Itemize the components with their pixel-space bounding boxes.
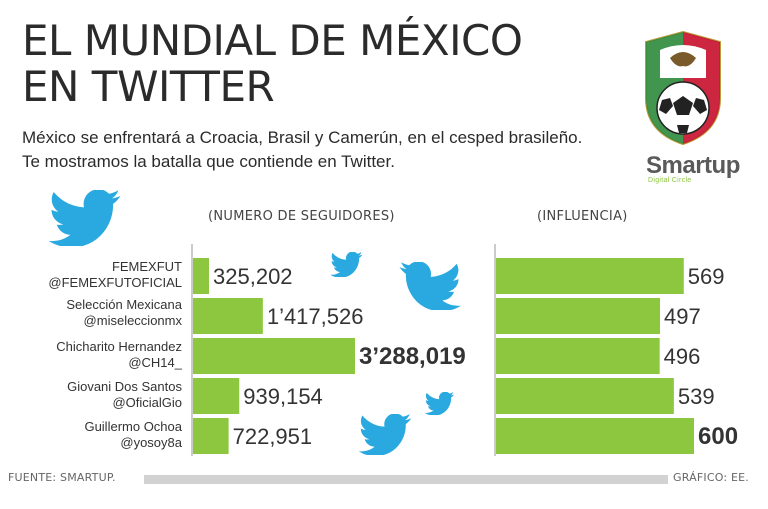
twitter-bird-icon	[330, 252, 363, 277]
account-name: Selección Mexicana	[66, 297, 182, 312]
account-handle: @OficialGio	[112, 395, 182, 410]
account-name: Guillermo Ochoa	[84, 419, 182, 434]
followers-bar	[193, 258, 210, 294]
influence-value-label: 600	[698, 423, 738, 450]
twitter-bird-icon	[424, 392, 455, 415]
followers-bar	[193, 418, 229, 454]
smartup-logo: Smartup	[646, 152, 740, 179]
influence-bar	[496, 298, 661, 334]
influence-value-label: 569	[688, 264, 725, 289]
subtitle-line-2: Te mostramos la batalla que contiende en…	[22, 152, 395, 171]
subtitle: México se enfrentará a Croacia, Brasil y…	[22, 126, 622, 174]
footer-credit: GRÁFICO: EE.	[673, 471, 749, 484]
influence-bar	[496, 418, 694, 454]
account-handle: @yosoy8a	[120, 435, 182, 450]
followers-bar	[193, 338, 355, 374]
row-label-chicharito: Chicharito Hernandez @CH14_	[6, 339, 182, 371]
influence-chart-title: (INFLUENCIA)	[537, 209, 628, 224]
footer-divider	[144, 475, 668, 484]
account-name: Chicharito Hernandez	[56, 339, 182, 354]
followers-bar	[193, 378, 240, 414]
account-name: FEMEXFUT	[111, 259, 182, 274]
twitter-bird-icon	[399, 262, 461, 310]
followers-value-label: 325,202	[213, 264, 293, 289]
followers-value-label: 3’288,019	[359, 343, 466, 370]
account-name: Giovani Dos Santos	[67, 379, 182, 394]
influence-bar	[496, 378, 674, 414]
followers-bar	[193, 298, 263, 334]
twitter-bird-icon	[48, 190, 121, 246]
title: EL MUNDIAL DE MÉXICO EN TWITTER	[22, 16, 523, 111]
subtitle-line-1: México se enfrentará a Croacia, Brasil y…	[22, 128, 583, 147]
footer-source: FUENTE: SMARTUP.	[8, 471, 116, 484]
title-line-2: EN TWITTER	[22, 62, 275, 111]
influence-value-label: 496	[664, 344, 701, 369]
followers-chart-title: (NUMERO DE SEGUIDORES)	[208, 209, 395, 224]
influence-value-label: 497	[664, 304, 701, 329]
followers-value-label: 939,154	[243, 384, 323, 409]
influence-value-label: 539	[678, 384, 715, 409]
row-label-femexfut: FEMEXFUT @FEMEXFUTOFICIAL	[6, 259, 182, 291]
account-handle: @FEMEXFUTOFICIAL	[48, 275, 182, 290]
account-handle: @miseleccionmx	[83, 313, 182, 328]
account-handle: @CH14_	[128, 355, 182, 370]
followers-value-label: 1’417,526	[267, 304, 364, 329]
row-label-giovani: Giovani Dos Santos @OficialGio	[6, 379, 182, 411]
title-line-1: EL MUNDIAL DE MÉXICO	[22, 16, 523, 65]
influence-bar	[496, 258, 684, 294]
twitter-bird-icon	[358, 414, 412, 455]
row-label-seleccion: Selección Mexicana @miseleccionmx	[6, 297, 182, 329]
smartup-tagline: Digital Circle	[648, 177, 692, 184]
mexico-crest-icon	[645, 30, 721, 146]
influence-bar	[496, 338, 660, 374]
row-label-ochoa: Guillermo Ochoa @yosoy8a	[6, 419, 182, 451]
followers-value-label: 722,951	[233, 424, 313, 449]
